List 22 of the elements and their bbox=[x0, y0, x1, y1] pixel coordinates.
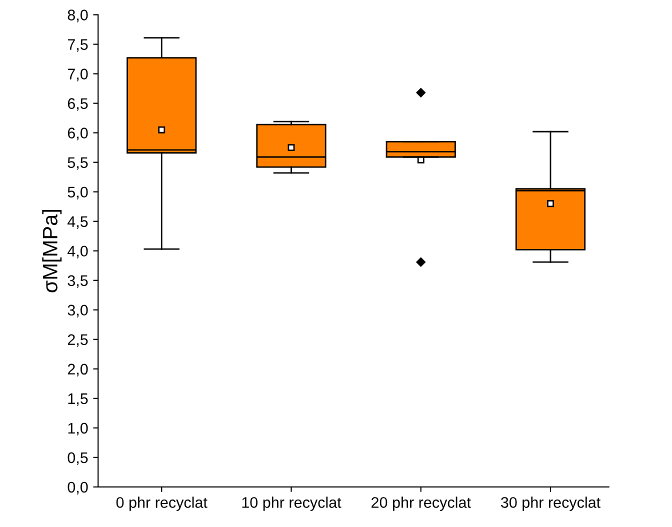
y-tick-label: 0,5 bbox=[68, 452, 88, 465]
x-tick-label: 20 phr recyclat bbox=[372, 496, 471, 511]
y-tick-label: 5,5 bbox=[68, 157, 88, 170]
x-tick-label: 10 phr recyclat bbox=[242, 496, 342, 511]
y-tick-label: 0,0 bbox=[68, 482, 88, 494]
y-tick-label: 5,0 bbox=[68, 186, 88, 200]
y-tick-label: 1,5 bbox=[68, 393, 88, 406]
y-tick-label: 4,0 bbox=[68, 246, 88, 258]
y-axis-title: σM[MPa] bbox=[42, 210, 62, 292]
y-tick-label: 1,0 bbox=[68, 422, 88, 436]
y-tick-label: 3,0 bbox=[68, 304, 88, 318]
y-tick-label: 7,5 bbox=[68, 39, 88, 52]
y-tick-label: 3,5 bbox=[68, 275, 88, 288]
x-tick-label: 0 phr recyclat bbox=[116, 496, 208, 511]
y-tick-label: 6,0 bbox=[68, 128, 88, 140]
y-tick-label: 4,5 bbox=[68, 216, 88, 229]
y-tick-label: 2,5 bbox=[68, 334, 88, 347]
x-tick-label: 30 phr recyclat bbox=[500, 496, 600, 511]
y-tick-label: 6,5 bbox=[68, 98, 88, 111]
y-tick-label: 8,0 bbox=[68, 10, 88, 22]
y-tick-label: 7,0 bbox=[68, 68, 88, 82]
y-tick-label: 2,0 bbox=[68, 364, 88, 376]
